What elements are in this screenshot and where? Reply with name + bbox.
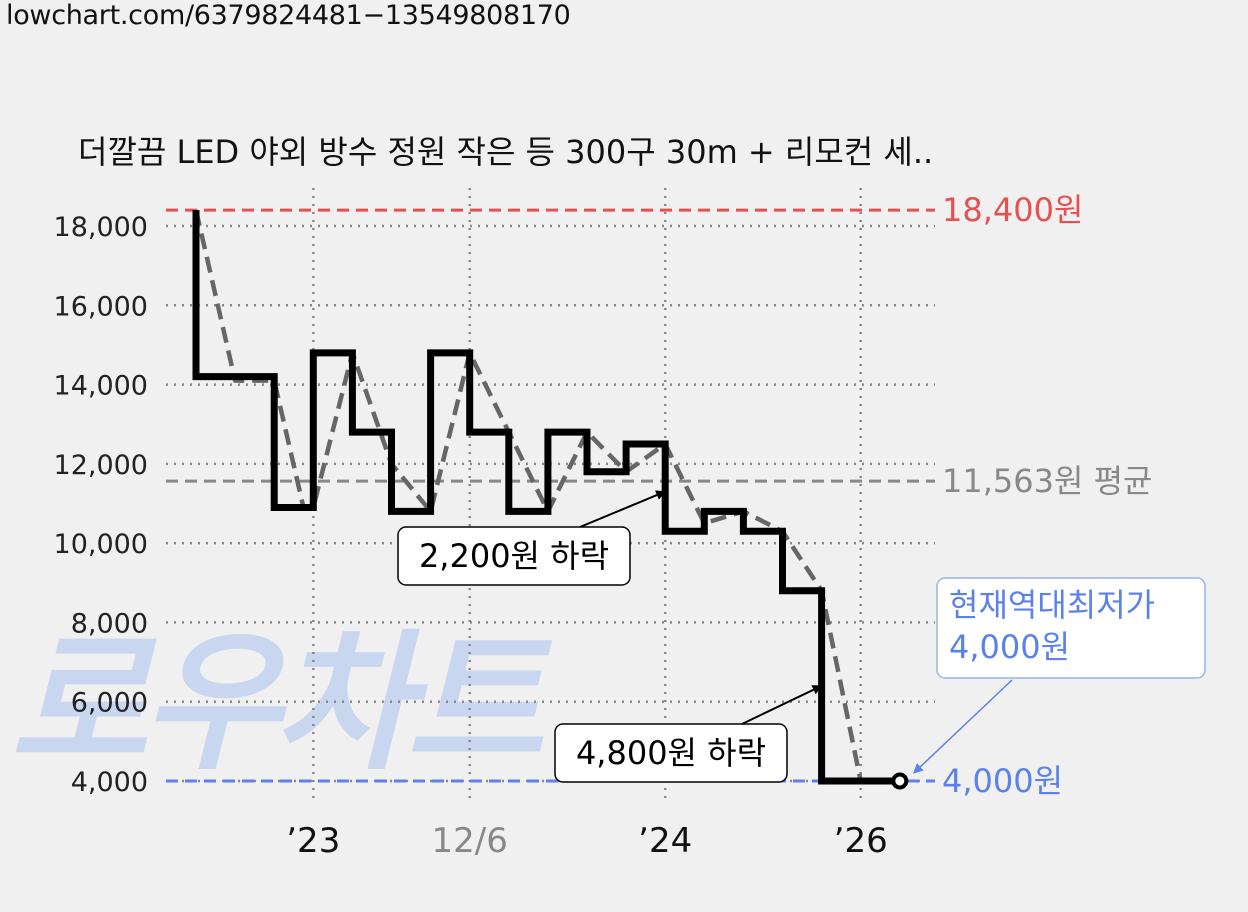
annotation-arrow — [913, 679, 1013, 774]
series-line-price — [192, 210, 900, 785]
chart-title: 더깔끔 LED 야외 방수 정원 작은 등 300구 30m + 리모컨 세.. — [78, 133, 933, 171]
annotation-label: 현재역대최저가 — [949, 586, 1155, 624]
watermark: 로우차트 — [10, 617, 553, 791]
annotation-label: 4,800원 하락 — [576, 734, 766, 772]
y-tick-label: 14,000 — [54, 371, 148, 402]
y-tick-label: 16,000 — [54, 291, 148, 322]
x-tick-label: ’24 — [638, 821, 692, 861]
annotation-arrow — [579, 490, 667, 528]
annotation-box — [936, 577, 1206, 679]
x-tick-label: 12/6 — [432, 821, 508, 861]
reference-label: 4,000원 — [942, 762, 1063, 800]
y-tick-label: 8,000 — [71, 608, 148, 639]
reference-label: 18,400원 — [942, 191, 1083, 229]
annotation-arrow — [741, 684, 823, 725]
annotation-label: 4,000원 — [949, 628, 1070, 666]
current-price-marker — [891, 772, 909, 790]
y-tick-label: 4,000 — [71, 767, 148, 798]
page-url: lowchart.com/6379824481−13549808170 — [6, 0, 571, 31]
y-tick-label: 10,000 — [54, 529, 148, 560]
y-tick-label: 6,000 — [71, 688, 148, 719]
annotation-box — [554, 723, 788, 783]
reference-label: 11,563원 평균 — [942, 462, 1152, 500]
annotation-label: 2,200원 하락 — [419, 537, 609, 575]
y-tick-label: 12,000 — [54, 450, 148, 481]
x-tick-label: ’23 — [286, 821, 340, 861]
y-tick-label: 18,000 — [54, 212, 148, 243]
annotation-box — [397, 526, 631, 586]
x-tick-label: ’26 — [834, 821, 888, 861]
